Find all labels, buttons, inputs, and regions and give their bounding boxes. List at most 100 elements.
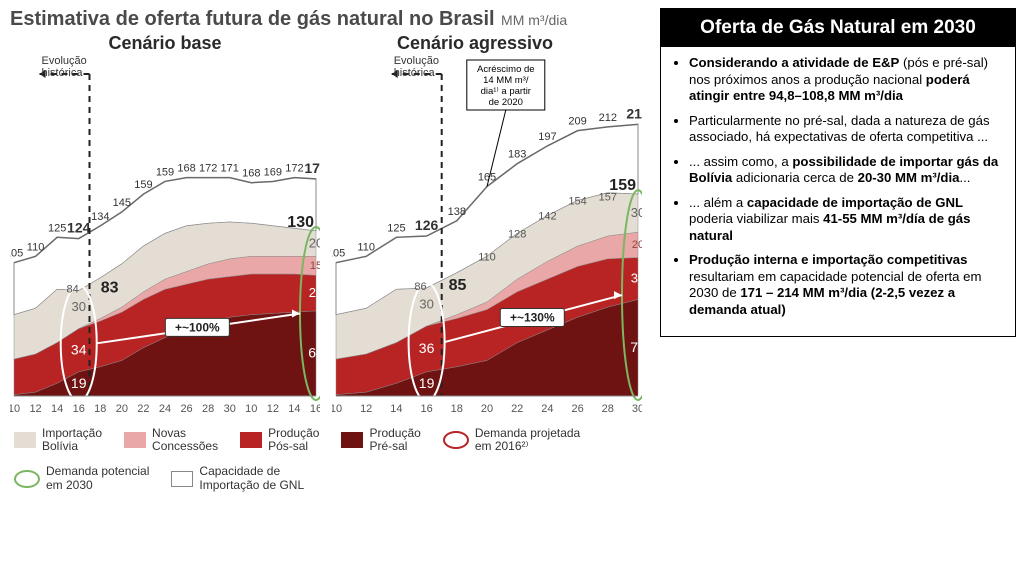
svg-text:28: 28 [602,403,614,415]
svg-text:105: 105 [10,248,23,260]
svg-text:86: 86 [414,281,426,293]
svg-text:110: 110 [357,241,375,253]
svg-text:30: 30 [419,296,433,311]
svg-text:10: 10 [245,403,257,415]
svg-text:+~100%: +~100% [175,320,220,334]
svg-text:10: 10 [10,403,20,415]
svg-text:14: 14 [390,403,402,415]
svg-text:154: 154 [568,195,586,207]
svg-text:212: 212 [599,112,617,124]
legend: Importação Bolívia Novas Concessões Prod… [10,427,652,492]
svg-text:20: 20 [116,403,128,415]
svg-text:145: 145 [113,197,131,209]
side-panel-bullet: Considerando a atividade de E&P (pós e p… [689,55,1005,105]
chart-base-svg: 10 12 14 16 18 20 22 24 26 28 30 10 12 14 16 105 110125 1… [10,56,320,416]
subtitle-base: Cenário base [10,33,320,54]
svg-text:14: 14 [288,403,300,415]
legend-pos: Produção Pós-sal [268,427,319,453]
ring-2030 [14,470,40,488]
svg-text:12: 12 [360,403,372,415]
svg-text:165: 165 [478,172,496,184]
svg-text:171: 171 [221,163,239,175]
svg-text:128: 128 [508,228,526,240]
svg-text:159: 159 [134,179,152,191]
svg-text:172: 172 [285,163,303,175]
svg-text:36: 36 [419,340,435,356]
swatch-gnl [171,471,193,487]
svg-text:168: 168 [177,163,195,175]
svg-text:28: 28 [309,285,320,300]
svg-text:16: 16 [73,403,85,415]
svg-text:24: 24 [159,403,171,415]
svg-text:histórica: histórica [42,67,84,79]
side-panel-title: Oferta de Gás Natural em 2030 [661,9,1015,47]
svg-text:19: 19 [419,375,435,391]
side-panel-bullet: ... além a capacidade de importação de G… [689,195,1005,245]
svg-text:28: 28 [202,403,214,415]
svg-text:85: 85 [449,277,467,294]
svg-text:Evolução: Evolução [42,56,87,67]
svg-text:Acréscimo de: Acréscimo de [477,64,535,75]
swatch-bolivia [14,432,36,448]
svg-text:26: 26 [180,403,192,415]
svg-text:168: 168 [242,168,260,180]
svg-text:125: 125 [48,222,66,234]
svg-text:125: 125 [387,222,405,234]
svg-text:30: 30 [71,299,85,314]
svg-text:67: 67 [308,344,320,360]
svg-text:16: 16 [420,403,432,415]
svg-text:110: 110 [27,241,45,253]
svg-text:16: 16 [310,403,320,415]
svg-text:172: 172 [199,163,217,175]
svg-text:138: 138 [448,206,466,218]
svg-text:83: 83 [101,280,119,297]
swatch-pre [341,432,363,448]
legend-bolivia: Importação Bolívia [42,427,102,453]
svg-text:14 MM m³/: 14 MM m³/ [483,75,529,86]
svg-text:18: 18 [451,403,463,415]
svg-text:22: 22 [511,403,523,415]
legend-gnl: Capacidade de Importação de GNL [199,465,304,491]
chart-agg-svg: 1012141618202224262830105110125126138165… [332,56,642,416]
svg-text:+~130%: +~130% [510,311,555,325]
swatch-pos [240,432,262,448]
ring-2016 [443,431,469,449]
svg-text:18: 18 [94,403,106,415]
svg-text:dia¹⁾ a partir: dia¹⁾ a partir [481,86,531,97]
svg-text:134: 134 [91,211,109,223]
svg-text:157: 157 [599,192,617,204]
svg-text:30: 30 [631,205,642,220]
svg-text:20: 20 [481,403,493,415]
side-panel-bullet: ... assim como, a possibilidade de impor… [689,154,1005,187]
svg-text:12: 12 [267,403,279,415]
svg-text:15: 15 [310,260,320,272]
svg-text:76: 76 [630,339,642,355]
svg-text:183: 183 [508,149,526,161]
svg-text:22: 22 [137,403,149,415]
svg-text:33: 33 [631,271,642,286]
side-panel-bullet: Particularmente no pré-sal, dada a natur… [689,113,1005,146]
swatch-novas [124,432,146,448]
svg-text:histórica: histórica [394,67,436,79]
side-panel-bullet: Produção interna e importação competitiv… [689,252,1005,318]
svg-text:105: 105 [332,248,345,260]
svg-text:20: 20 [309,236,320,251]
svg-text:169: 169 [264,166,282,178]
svg-text:26: 26 [571,403,583,415]
svg-text:126: 126 [415,217,439,233]
legend-d2016: Demanda projetada em 2016²⁾ [475,427,580,453]
legend-novas: Novas Concessões [152,427,218,453]
svg-text:159: 159 [156,166,174,178]
legend-d2030: Demanda potencial em 2030 [46,465,149,491]
svg-text:30: 30 [224,403,236,415]
unit-text: MM m³/dia [501,12,567,28]
svg-text:171: 171 [304,160,320,176]
svg-text:14: 14 [51,403,63,415]
svg-text:142: 142 [538,211,556,223]
svg-text:Evolução: Evolução [394,56,439,67]
svg-text:30: 30 [632,403,642,415]
svg-text:214: 214 [626,105,642,121]
svg-text:12: 12 [29,403,41,415]
svg-text:20: 20 [632,239,642,251]
side-panel: Oferta de Gás Natural em 2030 Consideran… [660,8,1016,337]
